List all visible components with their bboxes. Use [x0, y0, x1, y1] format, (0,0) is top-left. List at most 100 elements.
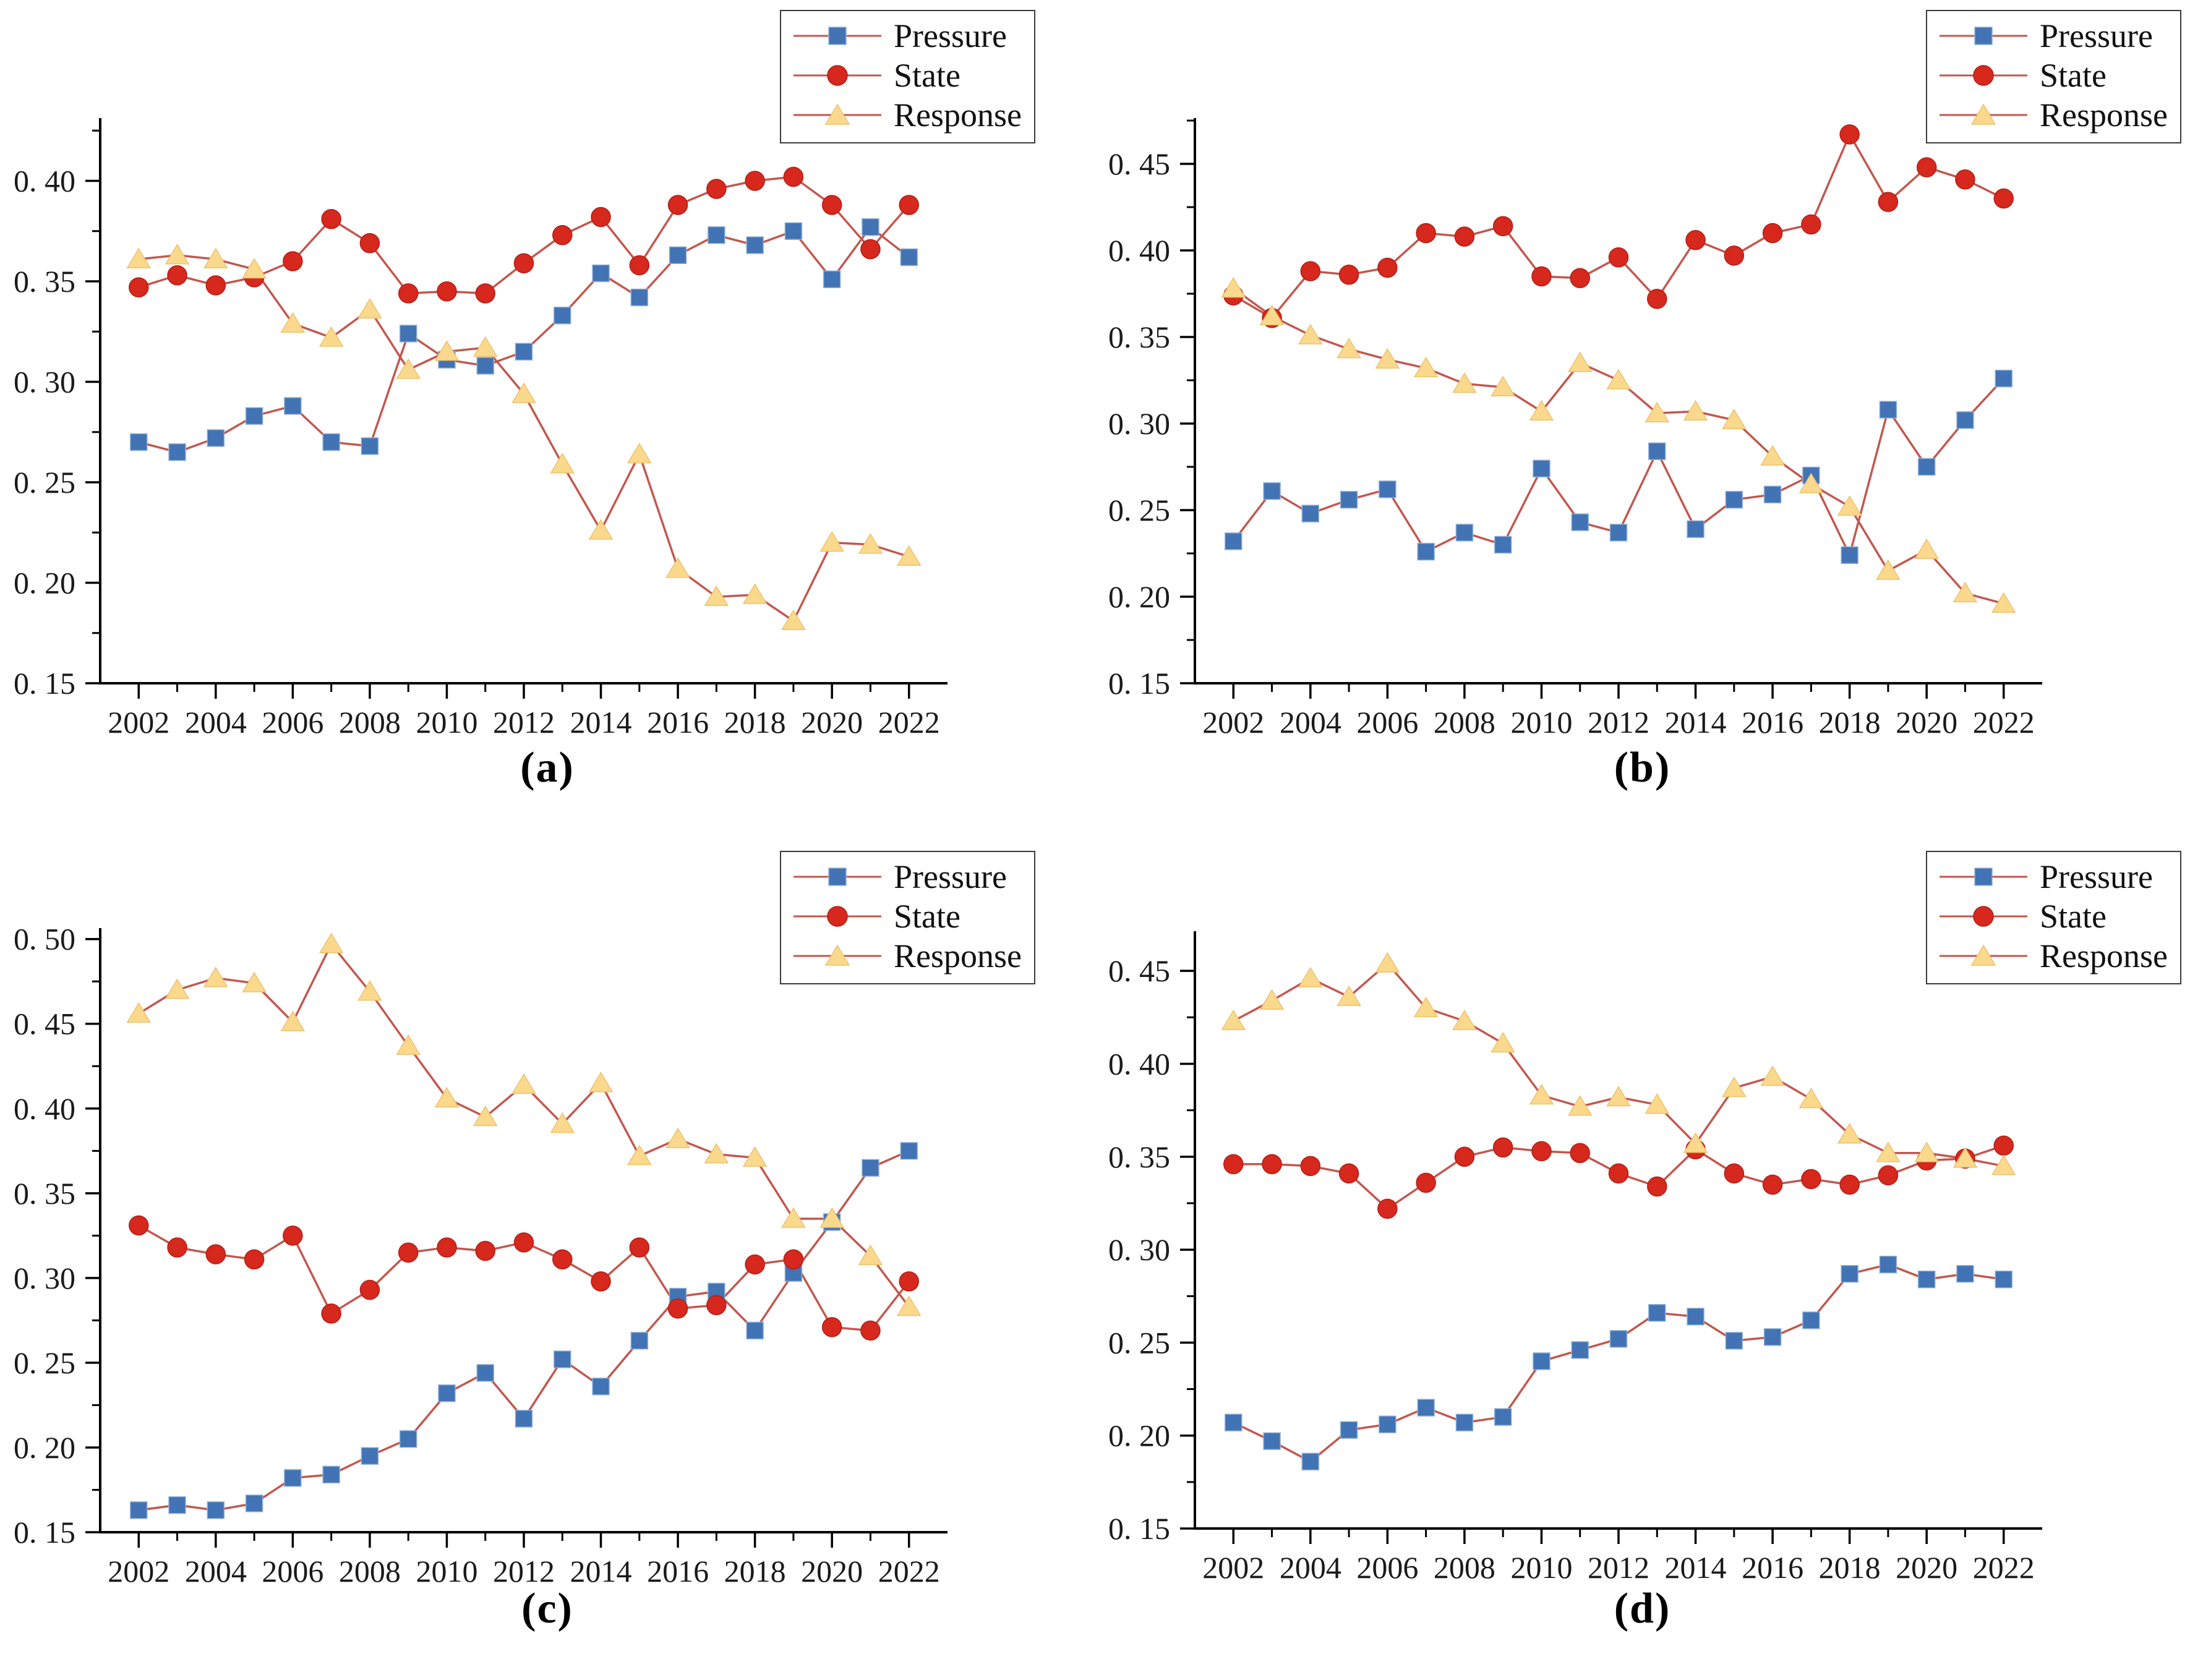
legend-item-response: Response	[1937, 95, 2168, 135]
legend-item-pressure: Pressure	[791, 16, 1022, 56]
svg-text:2004: 2004	[185, 1554, 247, 1583]
svg-text:2010: 2010	[1510, 1550, 1572, 1583]
svg-text:0. 15: 0. 15	[14, 666, 75, 701]
svg-text:2018: 2018	[1819, 1550, 1881, 1583]
svg-text:2014: 2014	[570, 705, 632, 740]
pressure-square-icon	[793, 27, 882, 45]
legend-b: Pressure State Response	[1926, 10, 2181, 143]
panel-d: 0. 15 0. 20 0. 25 0. 30 0. 35 0. 40 0. 45 2002 2…	[1095, 841, 2190, 1680]
svg-text:0. 45: 0. 45	[1108, 953, 1170, 988]
svg-text:2004: 2004	[1280, 1550, 1341, 1583]
caption-b: (b)	[1614, 744, 1671, 791]
legend-label-response: Response	[2040, 937, 2168, 974]
panel-c: 0. 15 0. 20 0. 25 0. 30 0. 35 0. 40 0. 45 0. 50…	[0, 841, 1095, 1680]
legend-label-pressure: Pressure	[894, 858, 1007, 895]
state-circle-icon	[793, 906, 882, 927]
chart-c: 0. 15 0. 20 0. 25 0. 30 0. 35 0. 40 0. 45 0. 50…	[14, 922, 947, 1583]
svg-text:0. 35: 0. 35	[1108, 1140, 1170, 1174]
legend-item-state: State	[1937, 897, 2168, 936]
pressure-square-icon	[1940, 27, 2028, 45]
legend-label-pressure: Pressure	[2040, 17, 2153, 54]
svg-text:0. 20: 0. 20	[1108, 579, 1170, 614]
legend-label-state: State	[2040, 898, 2107, 935]
svg-text:2018: 2018	[724, 705, 786, 740]
svg-text:2002: 2002	[1202, 1550, 1264, 1583]
svg-text:2004: 2004	[1280, 705, 1341, 740]
svg-text:2002: 2002	[1202, 705, 1264, 740]
legend-c: Pressure State Response	[780, 851, 1035, 984]
svg-text:2014: 2014	[1665, 705, 1727, 740]
svg-text:0. 25: 0. 25	[14, 1345, 75, 1380]
svg-text:2004: 2004	[185, 705, 247, 740]
legend-label-response: Response	[2040, 96, 2168, 134]
svg-text:2008: 2008	[339, 705, 401, 740]
svg-text:2018: 2018	[1819, 705, 1881, 740]
legend-item-response: Response	[791, 95, 1022, 135]
svg-text:0. 15: 0. 15	[1108, 666, 1170, 701]
svg-text:0. 25: 0. 25	[14, 465, 75, 500]
svg-text:2014: 2014	[1665, 1550, 1727, 1583]
legend-item-pressure: Pressure	[791, 857, 1022, 897]
legend-label-state: State	[894, 57, 960, 94]
svg-text:2002: 2002	[108, 1554, 169, 1583]
svg-text:2022: 2022	[1973, 705, 2035, 740]
svg-text:2020: 2020	[1896, 1550, 1957, 1583]
legend-item-pressure: Pressure	[1937, 16, 2168, 56]
svg-text:0. 45: 0. 45	[14, 1007, 75, 1041]
svg-text:0. 40: 0. 40	[1108, 233, 1170, 268]
response-triangle-icon	[793, 944, 882, 966]
svg-text:2022: 2022	[878, 705, 940, 740]
svg-text:0. 20: 0. 20	[1108, 1418, 1170, 1453]
svg-text:2020: 2020	[801, 1554, 863, 1583]
chart-b: 0. 15 0. 20 0. 25 0. 30 0. 35 0. 40 0. 45 2002 2…	[1108, 118, 2042, 740]
svg-text:0. 20: 0. 20	[14, 566, 75, 600]
state-circle-icon	[1940, 906, 2028, 927]
svg-text:0. 40: 0. 40	[14, 164, 75, 198]
legend-item-state: State	[791, 56, 1022, 95]
svg-text:0. 15: 0. 15	[1108, 1511, 1170, 1546]
svg-text:2016: 2016	[1742, 705, 1803, 740]
svg-text:2012: 2012	[493, 1554, 555, 1583]
svg-text:0. 35: 0. 35	[14, 1176, 75, 1211]
svg-text:0. 30: 0. 30	[14, 1261, 75, 1295]
pressure-square-icon	[793, 868, 882, 886]
response-triangle-icon	[1940, 944, 2028, 966]
legend-label-pressure: Pressure	[2040, 858, 2153, 895]
legend-a: Pressure State Response	[780, 10, 1035, 143]
svg-text:0. 30: 0. 30	[1108, 406, 1170, 441]
legend-label-response: Response	[894, 96, 1022, 134]
legend-item-response: Response	[791, 936, 1022, 976]
pressure-square-icon	[1940, 868, 2028, 886]
svg-text:2022: 2022	[878, 1554, 940, 1583]
state-circle-icon	[793, 65, 882, 86]
svg-text:2006: 2006	[262, 1554, 323, 1583]
svg-text:2008: 2008	[1434, 705, 1495, 740]
svg-text:2020: 2020	[1896, 705, 1957, 740]
svg-text:0. 35: 0. 35	[1108, 320, 1170, 354]
svg-text:0. 25: 0. 25	[1108, 493, 1170, 527]
caption-c: (c)	[521, 1585, 573, 1632]
svg-text:2022: 2022	[1973, 1550, 2035, 1583]
svg-text:2020: 2020	[801, 705, 863, 740]
svg-text:2018: 2018	[724, 1554, 786, 1583]
svg-text:0. 15: 0. 15	[14, 1515, 75, 1550]
response-triangle-icon	[1940, 103, 2028, 125]
svg-text:2012: 2012	[493, 705, 555, 740]
svg-text:0. 30: 0. 30	[14, 365, 75, 399]
svg-text:0. 25: 0. 25	[1108, 1325, 1170, 1360]
panel-b: 0. 15 0. 20 0. 25 0. 30 0. 35 0. 40 0. 45 2002 2…	[1095, 0, 2190, 841]
legend-label-state: State	[2040, 57, 2107, 94]
svg-text:2014: 2014	[570, 1554, 632, 1583]
svg-text:2012: 2012	[1588, 705, 1649, 740]
svg-text:2008: 2008	[339, 1554, 401, 1583]
svg-text:2016: 2016	[1742, 1550, 1803, 1583]
legend-item-pressure: Pressure	[1937, 857, 2168, 897]
svg-text:2002: 2002	[108, 705, 169, 740]
legend-item-state: State	[791, 897, 1022, 936]
legend-item-response: Response	[1937, 936, 2168, 976]
svg-text:2006: 2006	[1356, 1550, 1418, 1583]
legend-label-state: State	[894, 898, 960, 935]
svg-text:2016: 2016	[647, 705, 709, 740]
state-circle-icon	[1940, 65, 2028, 86]
